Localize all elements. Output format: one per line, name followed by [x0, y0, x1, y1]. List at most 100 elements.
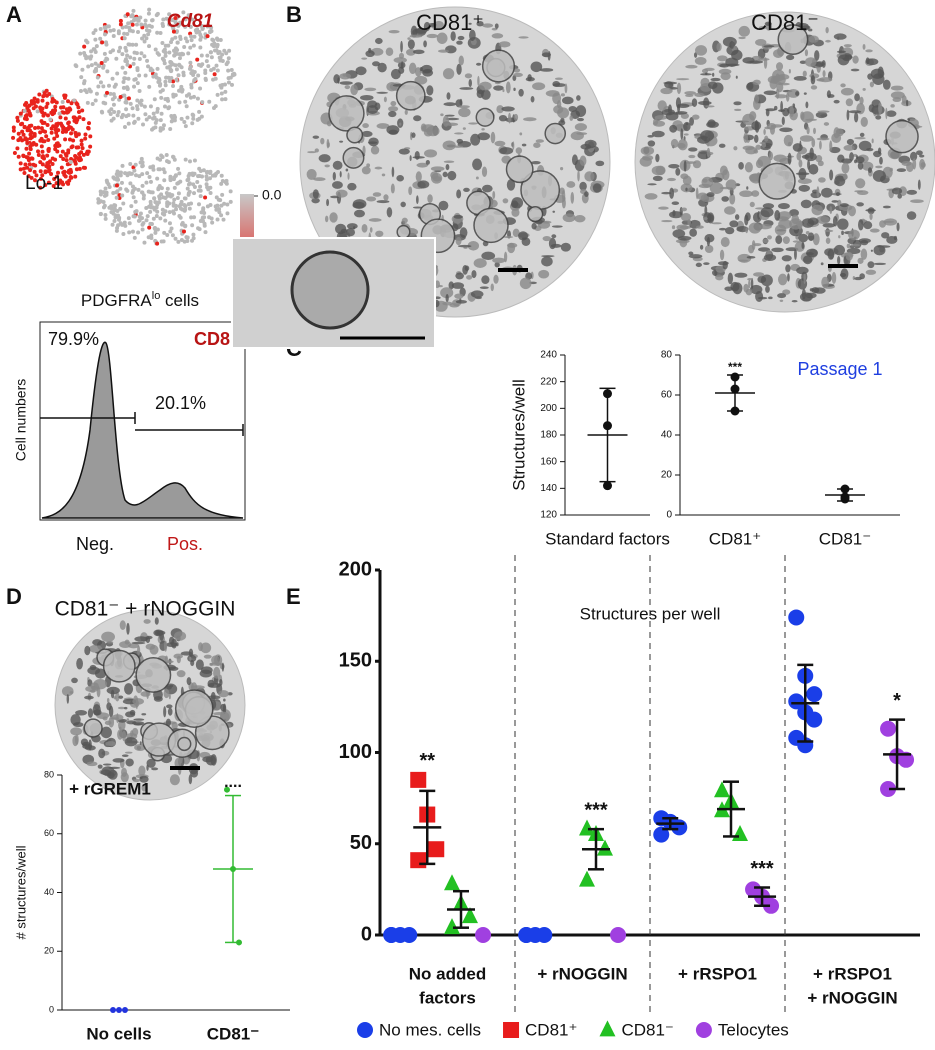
embedding-dot: [155, 156, 160, 161]
y-tick-label: 0: [666, 510, 672, 521]
cell-cluster: [337, 77, 340, 84]
cell-cluster: [672, 210, 676, 217]
embedding-dot: [53, 157, 58, 162]
embedding-dot: [192, 191, 197, 196]
embedding-dot: [199, 35, 204, 40]
embedding-dot: [192, 215, 197, 220]
embedding-dot: [38, 130, 43, 135]
embedding-dot: [131, 214, 136, 219]
cell-cluster: [829, 146, 841, 154]
cell-cluster: [815, 111, 828, 119]
embedding-dot: [46, 148, 51, 153]
cell-cluster: [821, 276, 830, 289]
cell-cluster: [882, 79, 891, 90]
cell-cluster: [823, 122, 830, 126]
cell-cluster: [476, 89, 484, 99]
embedding-dot: [145, 171, 150, 176]
cell-cluster: [843, 44, 852, 48]
embedding-dot: [144, 180, 149, 185]
cell-cluster: [138, 765, 146, 776]
cell-cluster: [374, 102, 381, 111]
cell-cluster: [782, 289, 791, 295]
embedding-dot: [21, 132, 26, 137]
cell-cluster: [186, 677, 192, 686]
embedding-dot: [179, 84, 184, 89]
embedding-dot: [163, 209, 168, 214]
cell-cluster: [210, 691, 216, 702]
cell-cluster: [698, 100, 712, 106]
cell-cluster: [538, 269, 550, 279]
cell-cluster: [820, 262, 824, 266]
embedding-dot: [134, 42, 139, 47]
cell-cluster: [865, 269, 877, 275]
embedding-dot: [214, 63, 219, 68]
y-tick-label: 120: [540, 510, 557, 521]
cell-cluster: [825, 39, 831, 43]
cell-cluster: [163, 688, 170, 699]
cell-cluster: [502, 198, 509, 204]
cell-cluster: [774, 105, 778, 111]
cell-cluster: [754, 94, 760, 104]
embedding-dot: [80, 108, 85, 113]
cell-cluster: [481, 128, 485, 131]
cell-cluster: [807, 159, 811, 170]
embedding-dot: [185, 39, 190, 44]
embedding-dot: [29, 100, 34, 105]
embedding-dot: [115, 175, 120, 180]
embedding-dot: [111, 33, 116, 38]
panel-letter: B: [286, 2, 302, 27]
embedding-dot: [178, 215, 183, 220]
embedding-dot: [63, 174, 68, 179]
cell-cluster: [203, 654, 212, 659]
cell-cluster: [409, 155, 412, 162]
embedding-dot: [203, 195, 208, 200]
cell-cluster: [569, 115, 574, 121]
embedding-dot: [183, 24, 188, 29]
embedding-dot: [15, 115, 20, 120]
cell-cluster: [492, 190, 496, 200]
embedding-dot: [179, 89, 184, 94]
cell-cluster: [326, 138, 330, 149]
cell-cluster: [854, 136, 866, 140]
cell-cluster: [312, 135, 320, 139]
cell-cluster: [779, 127, 793, 133]
cell-cluster: [513, 113, 519, 121]
embedding-dot: [178, 202, 183, 207]
embedding-dot: [102, 193, 107, 198]
cell-cluster: [758, 247, 771, 252]
cell-cluster: [644, 193, 658, 200]
cell-cluster: [318, 154, 331, 163]
embedding-dot: [176, 191, 181, 196]
cell-cluster: [843, 144, 855, 151]
embedding-dot: [143, 18, 148, 23]
cell-cluster: [816, 137, 830, 141]
cell-cluster: [892, 97, 902, 103]
cell-cluster: [870, 249, 873, 252]
cell-cluster: [677, 235, 692, 241]
cell-cluster: [667, 177, 676, 182]
embedding-dot: [192, 78, 197, 83]
embedding-dot: [38, 185, 43, 190]
embedding-dot: [185, 238, 190, 243]
y-tick-label: 0: [361, 923, 372, 945]
cell-cluster: [799, 60, 807, 64]
embedding-dot: [46, 137, 51, 142]
embedding-dot: [100, 40, 105, 45]
embedding-dot: [43, 170, 48, 175]
embedding-dot: [183, 204, 188, 209]
cell-cluster: [808, 35, 819, 43]
embedding-dot: [142, 54, 147, 59]
cell-cluster: [330, 195, 340, 199]
cell-cluster: [763, 45, 775, 48]
cell-cluster: [688, 147, 698, 152]
embedding-dot: [148, 165, 153, 170]
cell-cluster: [647, 183, 657, 186]
cell-cluster: [575, 105, 587, 118]
cell-cluster: [307, 151, 317, 154]
cell-cluster: [908, 118, 911, 122]
cell-cluster: [706, 147, 711, 158]
cell-cluster: [660, 87, 673, 95]
cell-cluster: [683, 121, 691, 132]
embedding-dot: [124, 100, 129, 105]
cell-cluster: [477, 75, 480, 87]
